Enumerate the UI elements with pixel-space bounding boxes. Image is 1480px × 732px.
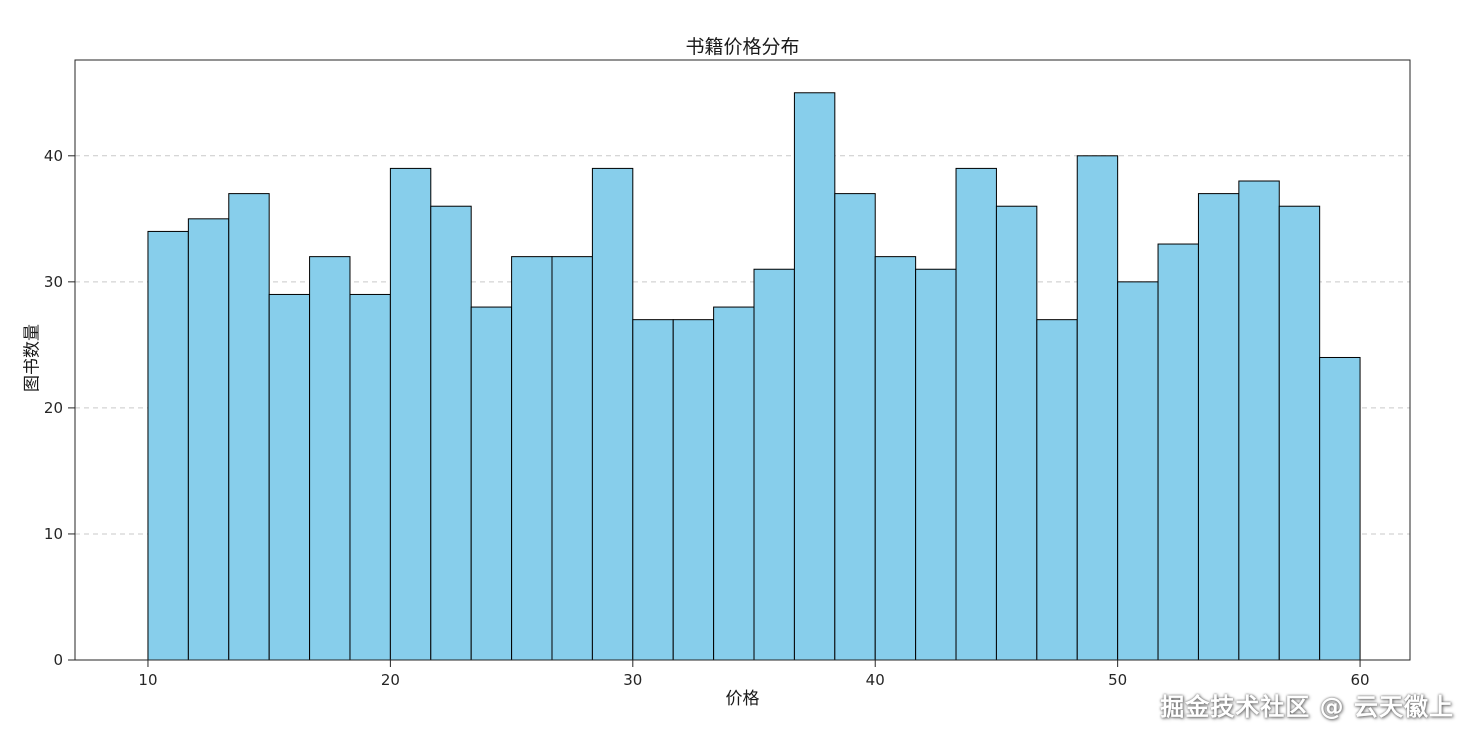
watermark: 掘金技术社区 @ 云天徽上 xyxy=(1160,693,1454,721)
histogram-bar xyxy=(389,167,432,661)
y-tick-label: 10 xyxy=(44,525,63,543)
y-axis-label: 图书数量 xyxy=(22,324,43,392)
histogram-bar xyxy=(147,230,189,661)
histogram-bar xyxy=(187,218,230,661)
y-tick-label: 30 xyxy=(44,273,63,291)
histogram-bar xyxy=(995,205,1038,661)
histogram-bar xyxy=(1157,243,1199,661)
histogram-bar xyxy=(874,256,917,661)
histogram-bar xyxy=(470,306,513,661)
histogram-bar xyxy=(713,306,755,661)
y-tick-label: 0 xyxy=(53,651,63,669)
x-tick-label: 10 xyxy=(138,671,157,689)
histogram-bar xyxy=(551,256,593,661)
histogram-bar xyxy=(309,256,351,661)
x-tick-label: 60 xyxy=(1351,671,1370,689)
x-tick-label: 30 xyxy=(623,671,642,689)
histogram-bar xyxy=(1319,356,1361,661)
x-tick-label: 50 xyxy=(1108,671,1127,689)
histogram-bar xyxy=(1238,180,1280,661)
histogram-bar xyxy=(955,167,997,661)
histogram-bar xyxy=(834,193,876,661)
x-tick-label: 20 xyxy=(381,671,400,689)
histogram-bar xyxy=(268,293,311,661)
histogram-bar xyxy=(591,167,634,661)
y-tick-label: 40 xyxy=(44,147,63,165)
histogram-bar xyxy=(1076,155,1119,661)
histogram-bar xyxy=(1197,193,1240,661)
chart-title: 书籍价格分布 xyxy=(685,36,800,58)
histogram-bar xyxy=(753,268,795,661)
histogram-bar xyxy=(632,319,674,661)
y-tick-label: 20 xyxy=(44,399,63,417)
histogram-bar xyxy=(1036,319,1078,661)
histogram-bar xyxy=(430,205,472,661)
histogram-bar xyxy=(349,293,391,661)
histogram-bar xyxy=(511,256,553,661)
histogram-bar xyxy=(793,92,836,661)
histogram-bar xyxy=(672,319,715,661)
x-tick-label: 40 xyxy=(866,671,885,689)
plot-border xyxy=(74,59,1411,661)
x-axis-label: 价格 xyxy=(725,689,760,709)
histogram-bar xyxy=(915,268,957,661)
histogram-bar xyxy=(1278,205,1321,661)
histogram-bar xyxy=(228,193,270,661)
histogram-bar xyxy=(1117,281,1159,661)
